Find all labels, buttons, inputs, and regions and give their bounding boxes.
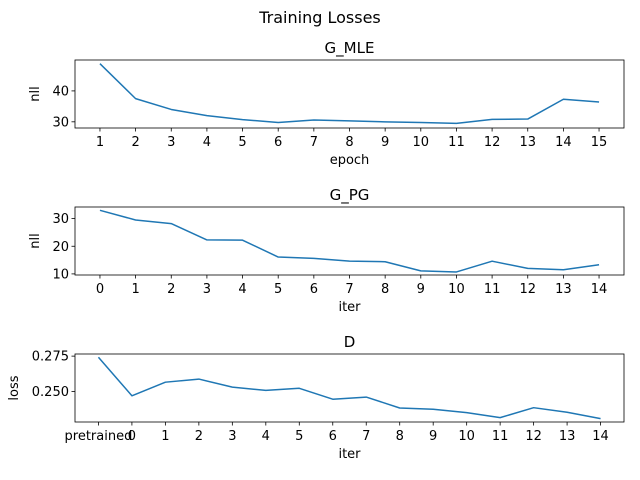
g-mle-x-tick-label: 4 <box>203 135 211 150</box>
g-pg-title: G_PG <box>330 186 370 205</box>
g-pg-x-tick-label: 12 <box>519 282 536 297</box>
g-pg-x-tick-label: 9 <box>417 282 425 297</box>
g-pg-x-tick-label: 10 <box>448 282 465 297</box>
g-mle-y-tick-label: 30 <box>52 115 69 130</box>
g-pg-y-axis-label: nll <box>28 233 43 248</box>
d-y-axis-label: loss <box>7 375 22 400</box>
g-pg-x-tick-label: 1 <box>131 282 139 297</box>
d-x-tick-label: 10 <box>458 429 475 444</box>
g-pg-x-tick-label: 7 <box>345 282 353 297</box>
g-mle-y-axis-label: nll <box>28 86 43 101</box>
d-x-tick-label: 5 <box>295 429 303 444</box>
d-x-tick-label: 6 <box>329 429 337 444</box>
g-mle-x-tick-label: 11 <box>448 135 465 150</box>
d-x-tick-label: 12 <box>525 429 542 444</box>
g-pg-x-tick-label: 8 <box>381 282 389 297</box>
g-mle-y-tick-label: 40 <box>52 84 69 99</box>
g-pg-y-tick-label: 20 <box>52 240 69 255</box>
g-pg-x-tick-label: 14 <box>591 282 608 297</box>
g-mle-x-axis-label: epoch <box>330 153 370 168</box>
d-axes-frame <box>74 353 625 423</box>
g-mle-x-tick-label: 2 <box>131 135 139 150</box>
g-mle-x-tick-label: 6 <box>274 135 282 150</box>
g-pg-y-tick-label: 10 <box>52 267 69 282</box>
g-mle-x-tick-label: 8 <box>345 135 353 150</box>
d-x-tick-label: 1 <box>161 429 169 444</box>
d-x-tick-label: 8 <box>396 429 404 444</box>
d-x-tick-label: 0 <box>128 429 136 444</box>
d-title: D <box>344 333 356 351</box>
g-pg-x-tick-label: 11 <box>484 282 501 297</box>
g-pg-x-axis-label: iter <box>338 300 361 315</box>
d-x-tick-label: 7 <box>362 429 370 444</box>
g-mle-x-tick-label: 9 <box>381 135 389 150</box>
d-x-tick-label: 3 <box>228 429 236 444</box>
g-pg-x-tick-label: 0 <box>96 282 104 297</box>
g-mle-x-tick-label: 13 <box>519 135 536 150</box>
d-x-axis-label: iter <box>338 447 361 462</box>
d-x-tick-label: pretrained <box>65 429 133 444</box>
d-x-tick-label: 9 <box>429 429 437 444</box>
g-mle-x-tick-label: 7 <box>310 135 318 150</box>
g-mle-x-tick-label: 5 <box>238 135 246 150</box>
d-x-tick-label: 14 <box>592 429 609 444</box>
g-mle-x-tick-label: 15 <box>591 135 608 150</box>
g-pg-y-tick-label: 30 <box>52 212 69 227</box>
g-mle-x-tick-label: 3 <box>167 135 175 150</box>
g-mle-x-tick-label: 1 <box>96 135 104 150</box>
figure-suptitle: Training Losses <box>258 8 381 27</box>
d-y-tick-label: 0.275 <box>32 350 69 365</box>
d-series-line <box>97 356 601 420</box>
d-x-tick-label: 13 <box>559 429 576 444</box>
g-mle-x-tick-label: 12 <box>484 135 501 150</box>
g-pg-x-tick-label: 5 <box>274 282 282 297</box>
g-pg-x-tick-label: 3 <box>203 282 211 297</box>
d-x-tick-label: 4 <box>262 429 270 444</box>
g-pg-x-tick-label: 6 <box>310 282 318 297</box>
d-y-tick-label: 0.250 <box>32 385 69 400</box>
g-mle-x-tick-label: 10 <box>413 135 430 150</box>
g-pg-x-tick-label: 13 <box>555 282 572 297</box>
d-x-tick-label: 11 <box>492 429 509 444</box>
g-mle-x-tick-label: 14 <box>555 135 572 150</box>
g-mle-title: G_MLE <box>325 39 375 58</box>
g-pg-x-tick-label: 2 <box>167 282 175 297</box>
g-pg-x-tick-label: 4 <box>238 282 246 297</box>
d-x-tick-label: 2 <box>195 429 203 444</box>
